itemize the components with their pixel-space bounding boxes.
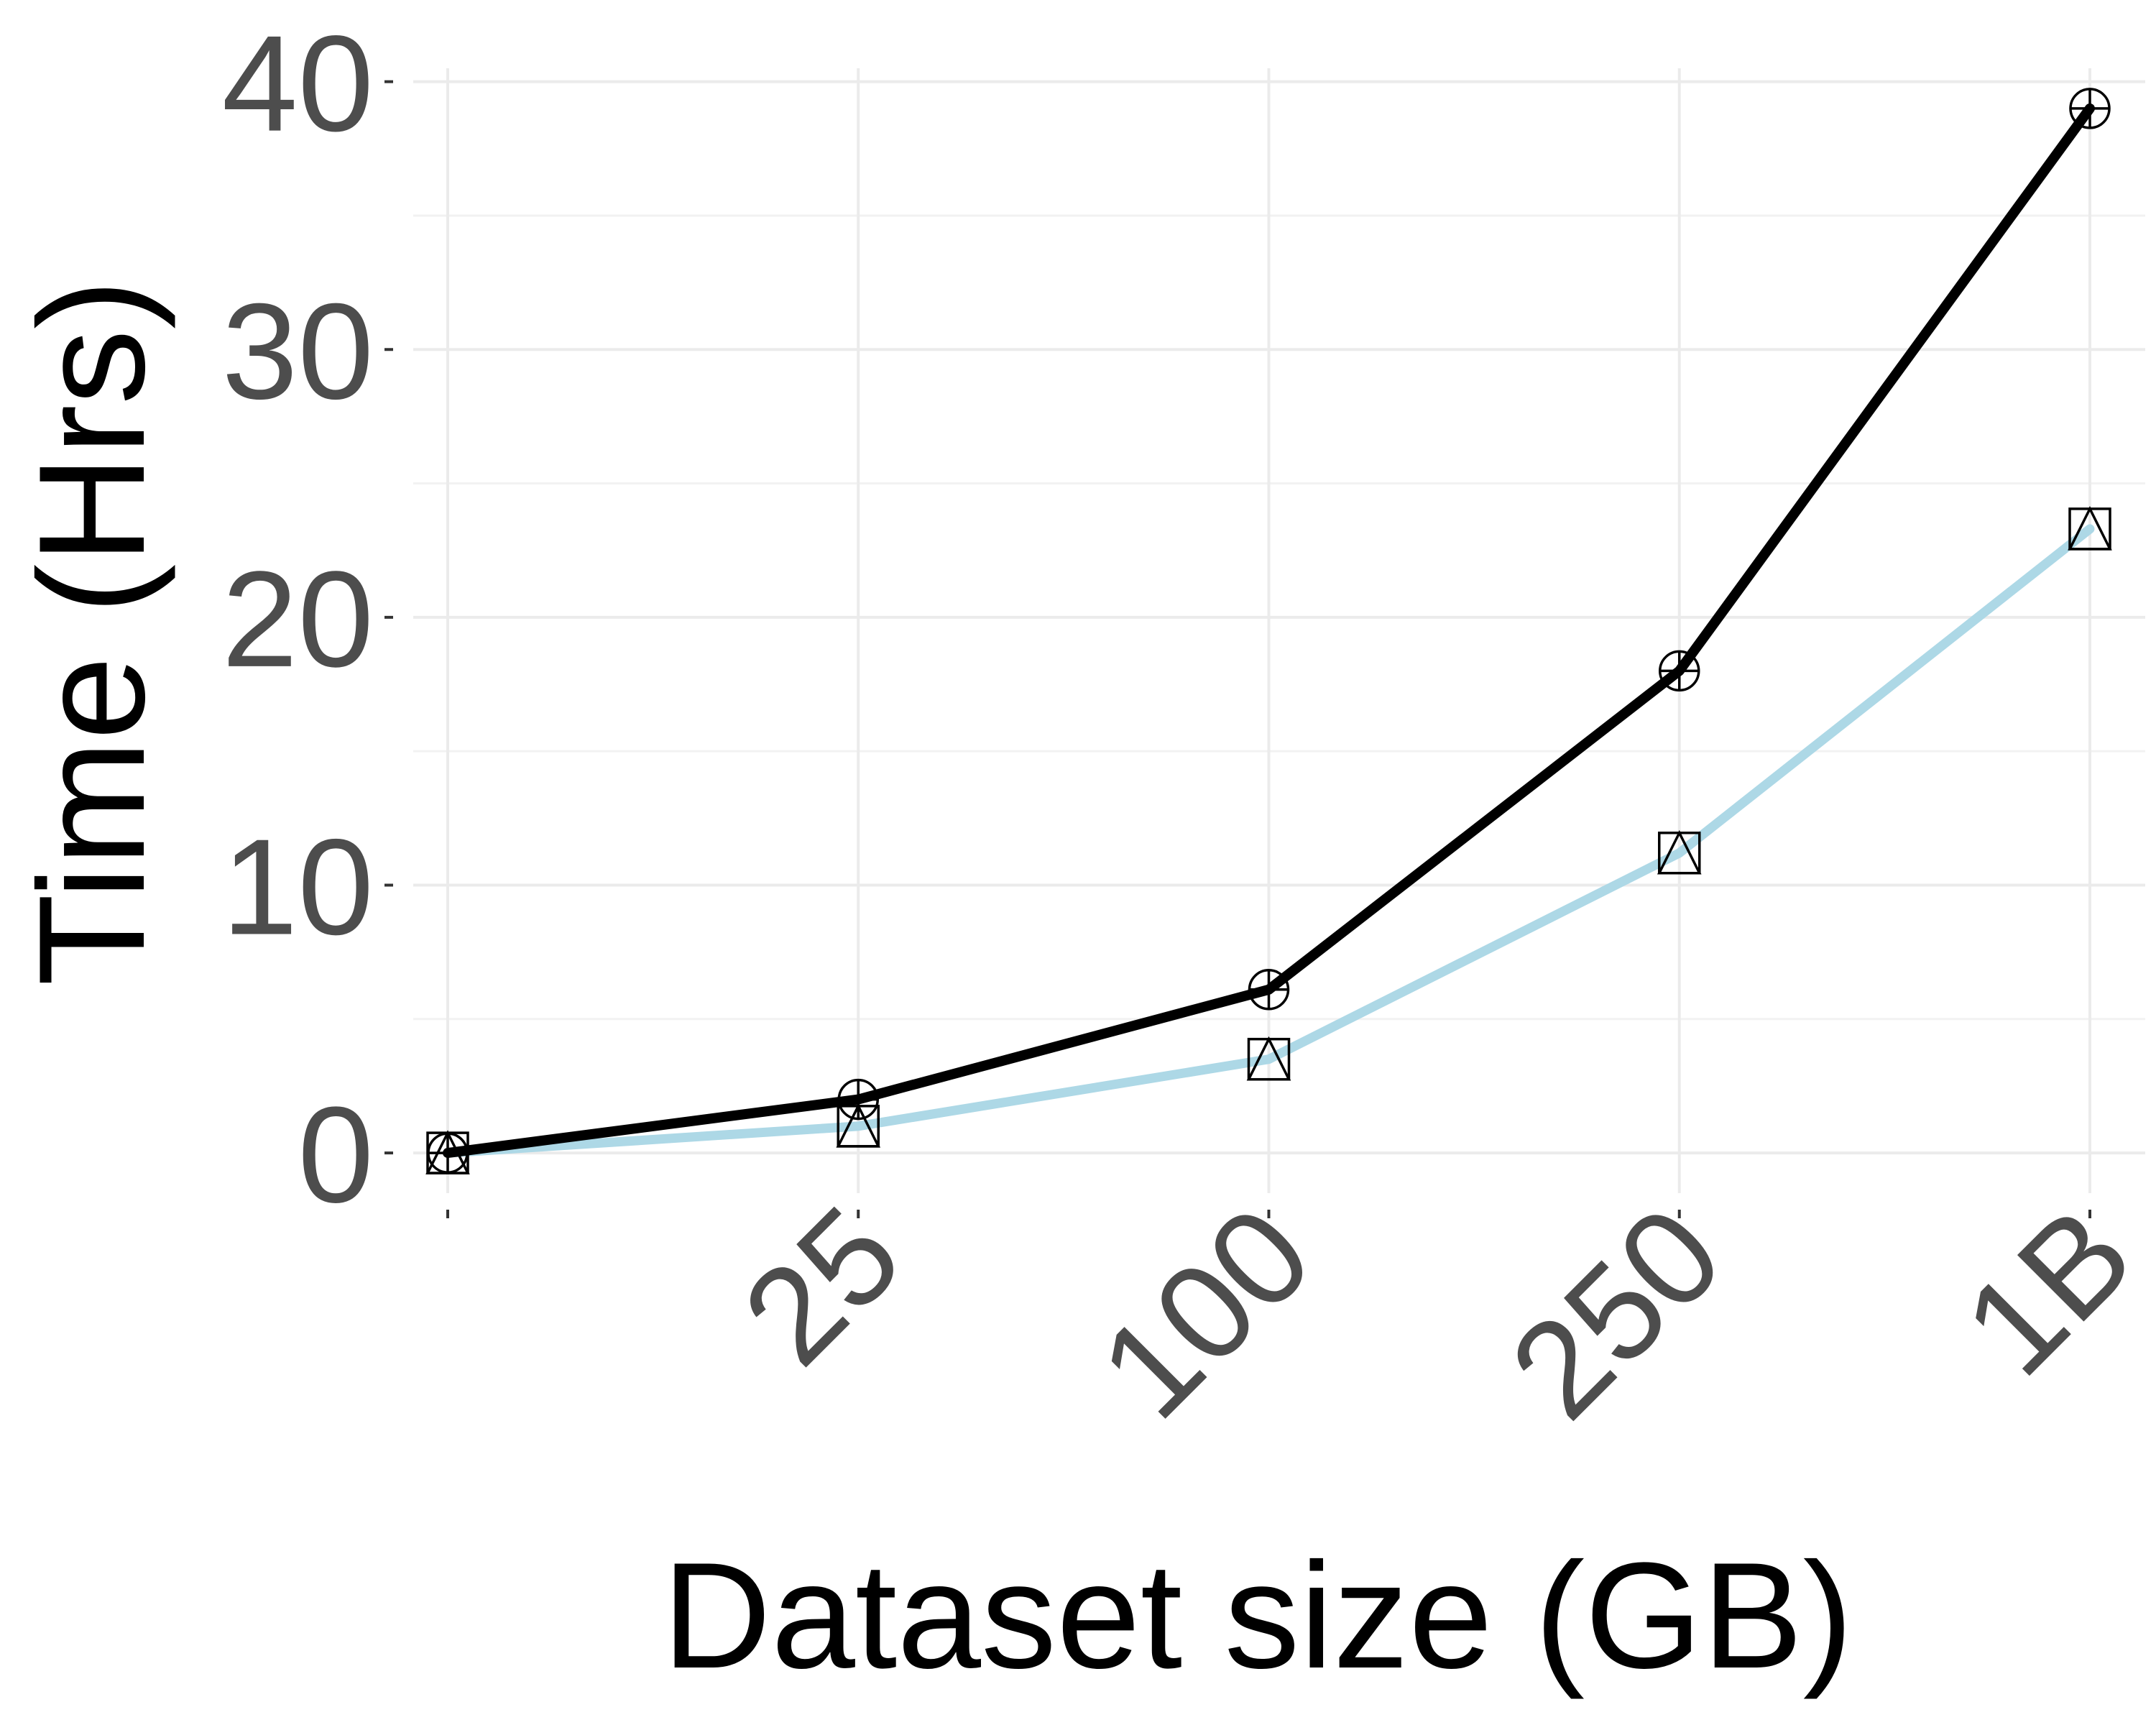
y-tick-label: 40 [222, 8, 374, 160]
grid [413, 68, 2145, 1193]
series-layer [425, 88, 2112, 1174]
marker-triangle [1657, 829, 1702, 875]
marker-triangle [1246, 1036, 1291, 1081]
x-tick-label: 1B [1935, 1178, 2156, 1404]
data-point [2069, 88, 2111, 129]
x-tick-label: 100 [1071, 1178, 1340, 1447]
y-tick-label: 20 [222, 543, 374, 696]
y-tick-label: 10 [222, 811, 374, 963]
data-point [837, 1078, 879, 1121]
data-point [2068, 505, 2112, 551]
y-axis: 0 10 20 30 40 [222, 8, 393, 1231]
data-point [1246, 1036, 1291, 1081]
data-point [1248, 969, 1290, 1011]
y-axis-title: Time (Hrs) [7, 279, 176, 986]
series-line [443, 524, 2095, 1158]
x-tick-label: 25 [714, 1178, 929, 1393]
data-point [1659, 650, 1700, 692]
y-tick-label: 30 [222, 275, 374, 428]
data-point [427, 1132, 469, 1174]
x-axis: 25 100 250 1B [446, 1178, 2156, 1447]
data-point [1657, 829, 1702, 875]
x-axis-title: Dataset size (GB) [662, 1531, 1853, 1700]
y-tick-label: 0 [298, 1079, 374, 1231]
x-tick-label: 250 [1482, 1178, 1751, 1447]
marker-triangle [2068, 505, 2112, 551]
marker-triangle [836, 1103, 881, 1148]
